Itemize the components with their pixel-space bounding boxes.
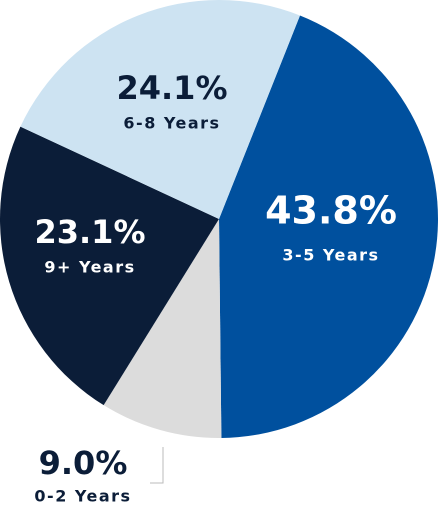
pie-slice [219, 15, 438, 438]
value-label: 43.8% [265, 189, 397, 233]
category-label: 0-2 Years [34, 487, 131, 505]
leader-line [150, 447, 164, 484]
category-label: 6-8 Years [123, 114, 220, 133]
pie-slice [103, 219, 222, 438]
value-label: 9.0% [39, 444, 128, 482]
pie-slice [20, 0, 300, 219]
labels: 43.8% 3-5 Years 9.0% 0-2 Years 23.1% 9+ Years… [34, 69, 397, 505]
value-label: 24.1% [116, 69, 227, 107]
category-label: 3-5 Years [282, 246, 379, 265]
value-label: 23.1% [34, 213, 145, 251]
pie-slice [0, 126, 219, 406]
slices [0, 0, 438, 438]
category-label: 9+ Years [44, 258, 135, 277]
